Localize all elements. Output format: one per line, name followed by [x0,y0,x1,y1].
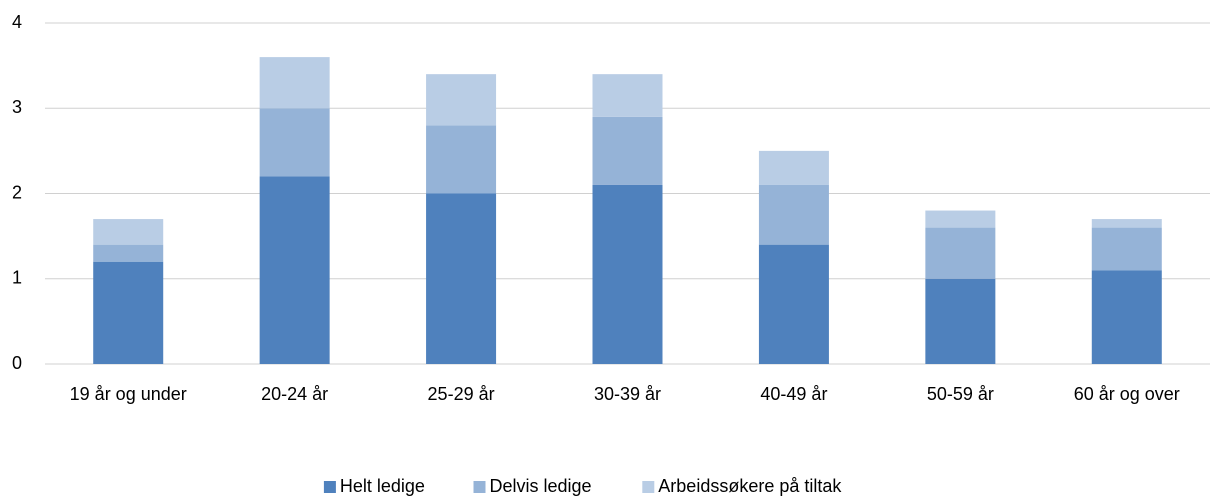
legend-swatch [642,481,655,493]
bar-segment [925,210,996,228]
bar-segment [1091,227,1162,271]
x-tick-label: 25-29 år [428,384,495,404]
y-tick-label: 1 [12,268,22,288]
bar-segment [259,108,330,177]
bar-segment [426,74,497,126]
bar-segment [758,150,829,185]
bar-segment [758,244,829,364]
legend-swatch [323,481,336,493]
bar-segment [1091,270,1162,364]
bar-segment [93,244,164,262]
bar-segment [592,184,663,364]
bar-segment [259,176,330,364]
legend-swatch [473,481,486,493]
bar-segment [426,125,497,194]
y-tick-label: 2 [12,182,22,202]
bar-segment [592,74,663,117]
bar-segment [93,261,164,364]
y-tick-label: 4 [12,12,22,32]
x-tick-label: 60 år og over [1074,384,1180,404]
legend-label: Delvis ledige [490,476,592,496]
bar-segment [758,184,829,245]
y-tick-label: 0 [12,353,22,373]
x-tick-label: 40-49 år [760,384,827,404]
bar-segment [426,193,497,364]
x-tick-label: 50-59 år [927,384,994,404]
x-tick-label: 20-24 år [261,384,328,404]
bar-segment [925,278,996,364]
x-tick-label: 30-39 år [594,384,661,404]
bar-segment [93,219,164,245]
legend-label: Helt ledige [340,476,425,496]
bar-segment [1091,219,1162,228]
y-tick-label: 3 [12,97,22,117]
bar-segment [259,57,330,109]
bar-segment [592,116,663,185]
legend-label: Arbeidssøkere på tiltak [658,476,842,496]
x-tick-label: 19 år og under [70,384,187,404]
bar-segment [925,227,996,279]
